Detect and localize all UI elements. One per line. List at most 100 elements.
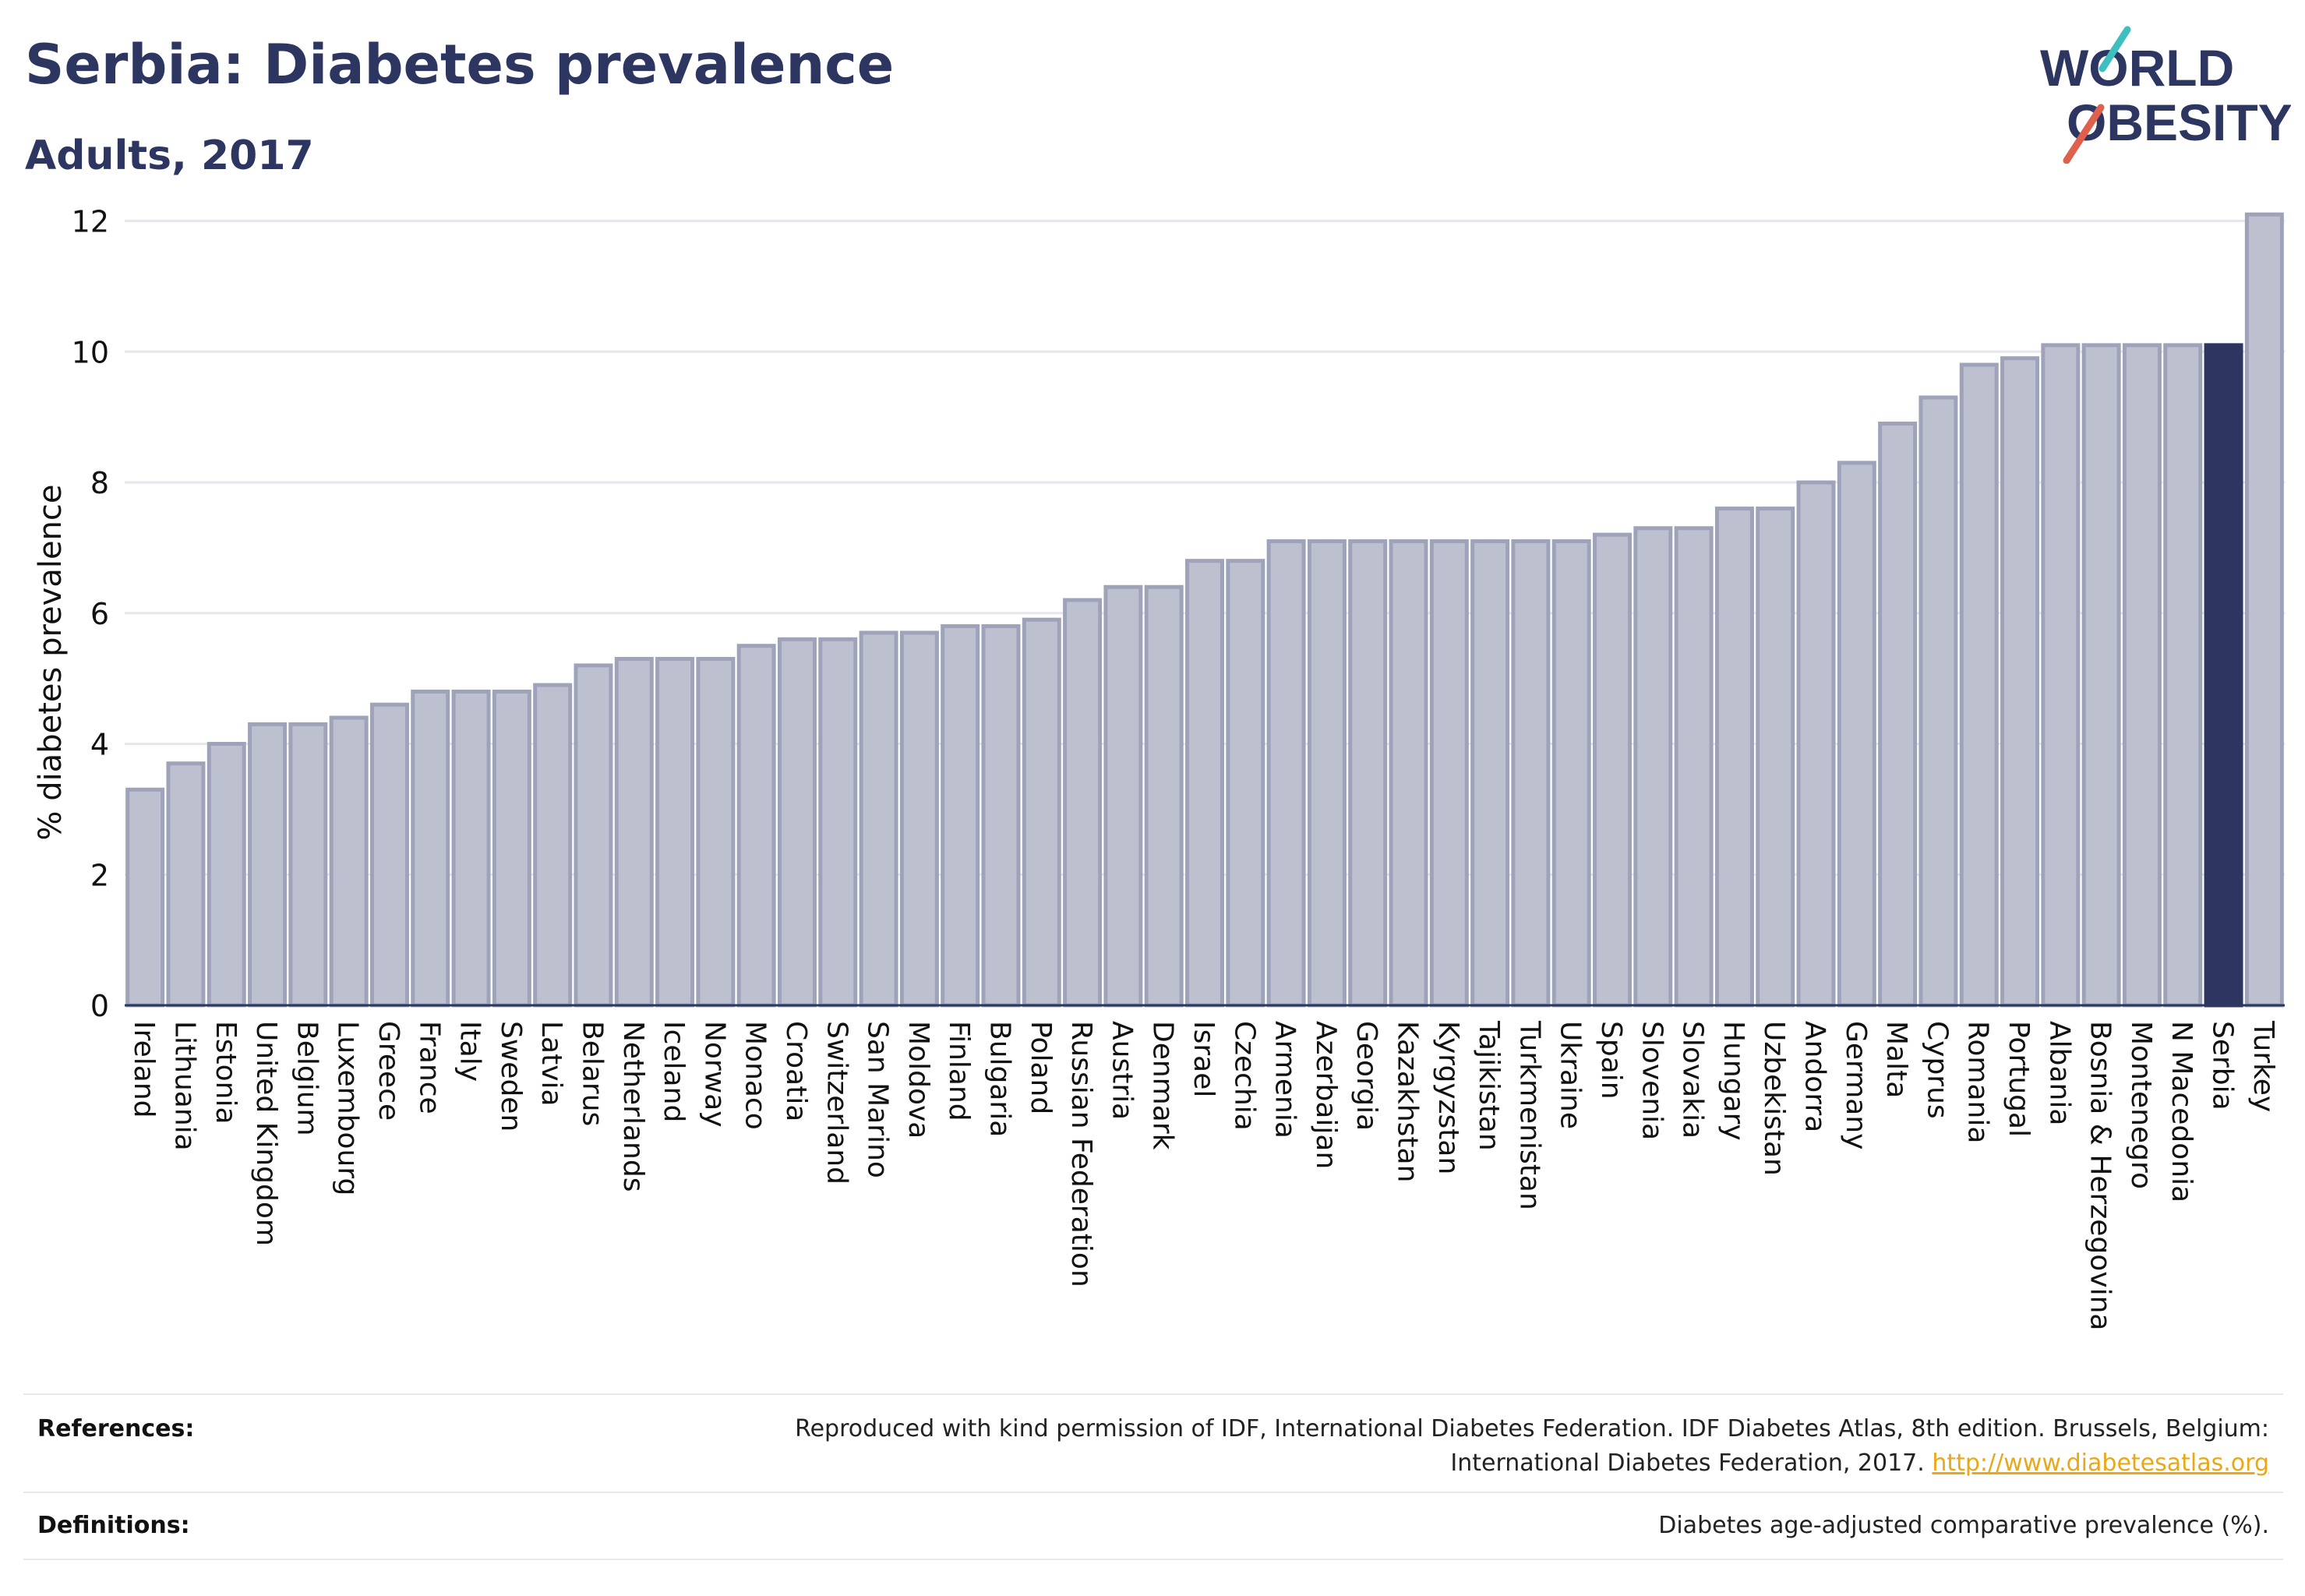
x-tick-labels: Ireland Lithuania Estonia United Kingdom Bel… (128, 1020, 2279, 1330)
x-tick-label: Croatia (780, 1021, 812, 1121)
bar-ukraine (1551, 539, 1591, 1008)
x-tick-label: Romania (1962, 1021, 1994, 1143)
divider (23, 1393, 2283, 1395)
y-tick-label: 12 (72, 205, 109, 239)
x-tick-label: Slovakia (1677, 1021, 1709, 1139)
bar-germany (1837, 461, 1876, 1008)
x-tick-label: Uzbekistan (1758, 1021, 1790, 1176)
x-tick-label: Ireland (128, 1021, 160, 1118)
divider (23, 1492, 2283, 1493)
bar-sweden (492, 689, 531, 1008)
x-tick-label: Malta (1880, 1021, 1912, 1098)
x-tick-label: Belarus (576, 1021, 608, 1126)
x-tick-label: Turkey (2247, 1020, 2279, 1112)
bar-russian-federation (1063, 598, 1103, 1008)
x-tick-label: Georgia (1350, 1021, 1382, 1131)
references-line-1: Reproduced with kind permission of IDF, … (795, 1415, 2269, 1442)
x-tick-label: Montenegro (2125, 1021, 2157, 1189)
x-tick-label: Israel (1188, 1021, 1220, 1097)
bar-united-kingdom (248, 722, 288, 1008)
x-tick-label: Sweden (495, 1021, 527, 1132)
bar-bosnia-herzegovina (2081, 343, 2121, 1008)
bar-kazakhstan (1389, 539, 1428, 1008)
x-tick-label: Finland (943, 1021, 975, 1121)
x-tick-label: Norway (698, 1021, 730, 1128)
x-tick-label: Bulgaria (983, 1021, 1015, 1137)
bar-n-macedonia (2163, 343, 2203, 1008)
bar-israel (1185, 559, 1224, 1008)
x-tick-label: Belgium (291, 1021, 323, 1136)
bar-austria (1103, 584, 1143, 1008)
references-line-2: International Diabetes Federation, 2017.… (795, 1446, 2269, 1481)
bar-albania (2041, 343, 2081, 1008)
x-tick-label: Russian Federation (1065, 1021, 1097, 1287)
x-tick-label: Bosnia & Herzegovina (2084, 1021, 2116, 1330)
bar-hungary (1714, 507, 1754, 1008)
x-tick-label: Portugal (2003, 1021, 2035, 1137)
x-tick-label: Italy (454, 1021, 486, 1082)
x-tick-label: Latvia (535, 1021, 567, 1107)
x-tick-label: Turkmenistan (1513, 1020, 1545, 1210)
bar-finland (941, 624, 980, 1008)
x-tick-label: Denmark (1147, 1021, 1179, 1150)
logo-slash-teal (2099, 26, 2131, 72)
bar-estonia (206, 742, 246, 1008)
bar-san-marino (859, 630, 898, 1008)
x-tick-label: Monaco (740, 1021, 771, 1130)
bar-switzerland (818, 637, 858, 1008)
x-tick-label: Switzerland (821, 1021, 852, 1185)
bar-turkmenistan (1511, 539, 1551, 1008)
bar-turkey (2244, 212, 2284, 1008)
bar-poland (1022, 617, 1061, 1008)
references-text: Reproduced with kind permission of IDF, … (795, 1412, 2269, 1481)
x-tick-label: Luxembourg (332, 1021, 364, 1195)
x-tick-label: San Marino (862, 1021, 894, 1178)
x-tick-label: France (413, 1021, 445, 1114)
x-tick-label: Netherlands (617, 1021, 649, 1192)
bar-belgium (288, 722, 328, 1008)
bar-netherlands (614, 656, 654, 1008)
references-link[interactable]: http://www.diabetesatlas.org (1932, 1449, 2269, 1477)
world-obesity-logo: WORLD OBESITY (2040, 26, 2291, 164)
bar-spain (1593, 532, 1633, 1008)
bar-moldova (899, 630, 939, 1008)
x-tick-label: Poland (1025, 1021, 1057, 1114)
bar-italy (451, 689, 491, 1008)
page-subtitle: Adults, 2017 (25, 132, 314, 179)
bar-montenegro (2122, 343, 2162, 1008)
bar-romania (1959, 362, 1999, 1008)
bar-georgia (1348, 539, 1388, 1008)
bar-luxembourg (329, 715, 369, 1008)
bar-belarus (574, 663, 613, 1008)
references-line-2-text: International Diabetes Federation, 2017. (1450, 1449, 1925, 1477)
bar-chart: 0 2 4 6 8 10 12 Ireland Lithuania Estonia United … (33, 205, 2285, 1330)
bar-slovenia (1633, 526, 1673, 1008)
bar-iceland (655, 656, 695, 1008)
bar-greece (369, 702, 409, 1008)
x-tick-label: Kyrgyzstan (1432, 1021, 1464, 1174)
definitions-label: Definitions: (37, 1512, 190, 1539)
x-tick-label: Armenia (1269, 1021, 1301, 1139)
bar-ireland (125, 787, 165, 1008)
y-axis-label: % diabetes prevalence (33, 484, 69, 840)
x-tick-label: Spain (1595, 1021, 1627, 1100)
x-tick-label: Albania (2043, 1021, 2075, 1125)
x-tick-label: Slovenia (1636, 1021, 1668, 1140)
x-tick-label: Iceland (658, 1021, 690, 1122)
x-tick-label: Greece (372, 1021, 404, 1121)
bar-serbia (2204, 343, 2243, 1008)
bar-monaco (736, 644, 776, 1008)
footer-references: References: Reproduced with kind permiss… (23, 1393, 2283, 1565)
x-tick-label: Moldova (902, 1021, 934, 1139)
bar-latvia (533, 683, 573, 1008)
bar-france (411, 689, 450, 1008)
x-tick-label: Estonia (210, 1021, 242, 1125)
bar-uzbekistan (1756, 507, 1795, 1008)
page-title: Serbia: Diabetes prevalence (25, 33, 895, 97)
logo-text-obesity: OBESITY (2067, 94, 2291, 151)
x-tick-label: Serbia (2207, 1021, 2239, 1110)
bar-croatia (777, 637, 817, 1008)
logo-slash-coral (2063, 104, 2105, 164)
x-tick-label: N Macedonia (2166, 1021, 2197, 1202)
x-tick-label: United Kingdom (250, 1021, 282, 1246)
